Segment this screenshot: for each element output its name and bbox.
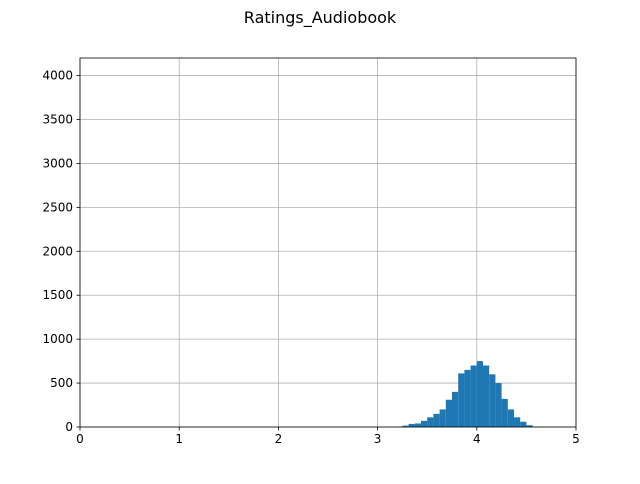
histogram-bar xyxy=(452,392,458,427)
histogram-bar xyxy=(433,414,439,427)
histogram-bar xyxy=(458,373,464,427)
y-tick-label: 1500 xyxy=(42,288,73,302)
histogram-bar xyxy=(464,370,470,427)
histogram-bar xyxy=(508,409,514,427)
x-tick-label: 5 xyxy=(572,432,580,446)
histogram-bar xyxy=(421,421,427,427)
y-tick-label: 1000 xyxy=(42,332,73,346)
y-tick-label: 0 xyxy=(65,420,73,434)
x-tick-label: 3 xyxy=(374,432,382,446)
histogram-bar xyxy=(440,409,446,427)
histogram-bar xyxy=(415,423,421,427)
y-tick-label: 4000 xyxy=(42,69,73,83)
histogram-bar xyxy=(495,383,501,427)
chart-title: Ratings_Audiobook xyxy=(244,8,397,28)
histogram-bar xyxy=(471,366,477,428)
x-tick-label: 4 xyxy=(473,432,481,446)
histogram-bar xyxy=(520,422,526,427)
y-tick-label: 2000 xyxy=(42,244,73,258)
histogram-bar xyxy=(483,366,489,428)
histogram-bar xyxy=(409,424,415,427)
y-tick-label: 500 xyxy=(50,376,73,390)
histogram-bar xyxy=(427,417,433,427)
x-tick-label: 2 xyxy=(275,432,283,446)
x-tick-label: 0 xyxy=(76,432,84,446)
histogram-bar xyxy=(502,399,508,427)
histogram-bar xyxy=(489,374,495,427)
y-tick-label: 2500 xyxy=(42,200,73,214)
histogram-bar xyxy=(514,417,520,427)
histogram-bar xyxy=(477,361,483,427)
y-tick-label: 3000 xyxy=(42,156,73,170)
histogram-bar xyxy=(446,400,452,427)
x-tick-label: 1 xyxy=(175,432,183,446)
y-tick-label: 3500 xyxy=(42,113,73,127)
